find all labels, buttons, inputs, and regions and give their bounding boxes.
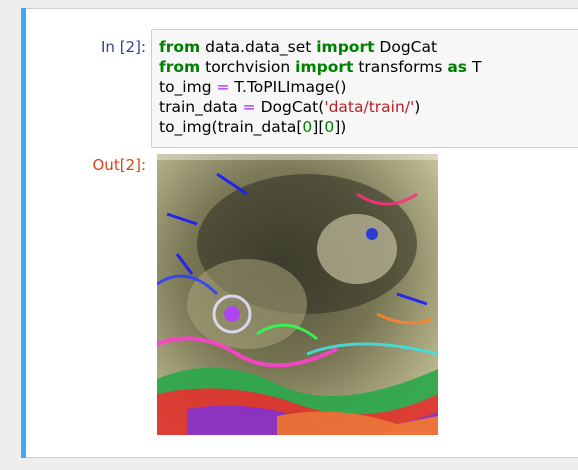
code-token: ]) (334, 118, 347, 136)
code-token: DogCat( (255, 98, 325, 116)
code-token: to_img(train_data[ (159, 118, 303, 136)
operator: = (242, 98, 256, 116)
output-image (157, 154, 438, 435)
output-prompt: Out[2]: (92, 156, 147, 174)
code-token: train_data (159, 98, 243, 116)
string-literal: 'data/train/' (324, 98, 415, 116)
code-token: torchvision (200, 58, 296, 76)
code-token: T (467, 58, 482, 76)
input-prompt: In [2]: (101, 38, 146, 56)
image-icon (157, 154, 438, 435)
cell-selected-indicator (21, 8, 26, 458)
keyword: import (295, 58, 354, 76)
code-token: data.data_set (200, 38, 317, 56)
operator: = (216, 78, 230, 96)
keyword: from (159, 58, 201, 76)
number-literal: 0 (324, 118, 335, 136)
code-editor[interactable]: from data.data_set import DogCat from to… (151, 29, 578, 148)
code-text[interactable]: from data.data_set import DogCat from to… (159, 37, 481, 137)
code-token: T.ToPILImage() (229, 78, 347, 96)
code-token: transforms (353, 58, 448, 76)
code-token: ][ (312, 118, 325, 136)
keyword: from (159, 38, 201, 56)
keyword: as (447, 58, 468, 76)
code-token: DogCat (374, 38, 438, 56)
number-literal: 0 (302, 118, 313, 136)
keyword: import (316, 38, 375, 56)
code-token: ) (414, 98, 421, 116)
code-token: to_img (159, 78, 217, 96)
